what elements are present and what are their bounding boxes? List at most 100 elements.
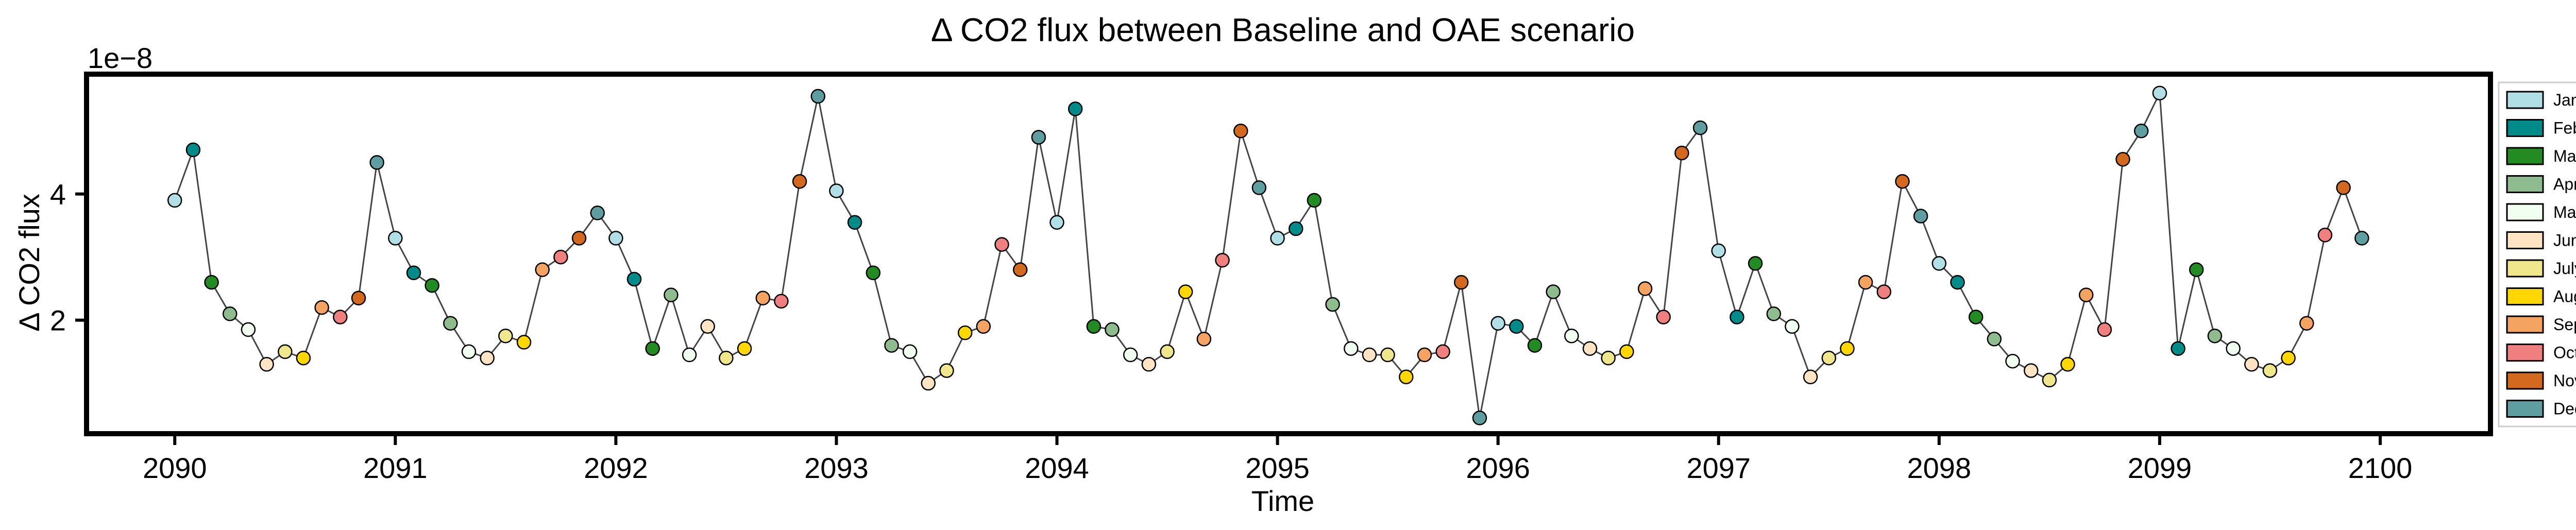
data-point (664, 287, 679, 302)
data-point (1950, 275, 1965, 290)
data-point (2078, 287, 2094, 302)
legend-label: Sept (2553, 315, 2576, 334)
data-point (241, 322, 256, 337)
legend-swatch (2506, 344, 2544, 362)
data-point (1656, 310, 1671, 324)
data-point (167, 193, 182, 208)
data-point (333, 310, 348, 324)
data-point (976, 319, 991, 334)
data-point (994, 237, 1009, 252)
data-point (2152, 86, 2167, 100)
data-point (1380, 347, 1395, 363)
data-point (1031, 130, 1046, 145)
data-point (1289, 221, 1303, 236)
data-point (1546, 284, 1561, 299)
legend-label: May (2553, 203, 2576, 221)
data-point (2042, 372, 2057, 388)
data-point (1858, 275, 1873, 290)
legend-label: Oct (2553, 344, 2576, 362)
data-point (1619, 344, 1634, 360)
data-point (1637, 281, 1653, 296)
data-point (1730, 310, 1744, 324)
data-point (1435, 344, 1450, 360)
data-point (185, 142, 201, 158)
data-point (774, 294, 789, 309)
data-point (902, 344, 918, 360)
x-tick-label: 2095 (1245, 452, 1310, 484)
data-point (425, 278, 439, 293)
data-point (1913, 209, 1928, 224)
data-point (1527, 338, 1543, 353)
legend-label: Aug (2553, 287, 2576, 306)
data-point (1362, 347, 1377, 363)
legend-label: July (2553, 259, 2576, 278)
legend: Jan Feb Mar Apr May June July Aug Sept Oct Nov Dec (2498, 81, 2576, 428)
data-point (1325, 297, 1340, 312)
data-point (682, 347, 697, 363)
data-point (829, 183, 844, 198)
data-point (351, 290, 366, 305)
legend-swatch (2506, 371, 2544, 390)
legend-label: Dec (2553, 400, 2576, 418)
data-point (1876, 284, 1892, 299)
data-point (1821, 350, 1837, 366)
data-point (1674, 145, 1689, 161)
data-point (369, 155, 384, 170)
data-point (1803, 369, 1818, 385)
data-point (2023, 363, 2039, 378)
data-point (1105, 322, 1120, 337)
data-point (2207, 328, 2223, 344)
data-point (866, 265, 881, 280)
data-point (1141, 357, 1157, 372)
data-point (847, 215, 862, 230)
data-point (222, 306, 238, 321)
data-point (571, 231, 587, 246)
data-point (645, 341, 660, 356)
data-point (1601, 350, 1616, 366)
data-point (2226, 341, 2241, 356)
legend-label: June (2553, 231, 2576, 250)
data-point (755, 290, 771, 305)
data-point (1123, 347, 1138, 363)
data-point (1931, 256, 1947, 271)
data-point (480, 350, 495, 366)
data-point (2244, 357, 2259, 372)
data-point (443, 316, 458, 331)
legend-swatch (2506, 287, 2544, 305)
data-point (1968, 310, 1984, 324)
data-point (1692, 120, 1708, 135)
x-tick-label: 2096 (1466, 452, 1530, 484)
data-point (1307, 193, 1322, 208)
data-point (1233, 123, 1248, 139)
legend-swatch (2506, 231, 2544, 249)
data-point (2060, 357, 2075, 372)
legend-swatch (2506, 203, 2544, 221)
legend-swatch (2506, 119, 2544, 137)
data-point (1215, 252, 1230, 268)
data-point (535, 262, 550, 277)
data-point (278, 344, 293, 360)
data-point (2005, 353, 2020, 369)
legend-label: Mar (2553, 147, 2576, 165)
data-point (608, 231, 623, 246)
data-point (553, 249, 568, 265)
data-point (2097, 322, 2112, 337)
legend-swatch (2506, 175, 2544, 193)
data-point (1344, 341, 1359, 356)
data-point (1840, 341, 1855, 356)
data-point (2336, 180, 2351, 195)
data-points-layer (167, 86, 2369, 425)
data-point (626, 271, 642, 287)
data-point (1399, 369, 1414, 385)
x-tick-label: 2098 (1907, 452, 1972, 484)
data-point (2262, 363, 2278, 378)
data-point (314, 300, 329, 315)
data-point (1490, 316, 1505, 331)
x-axis-label: Time (1251, 485, 1314, 517)
data-point (590, 206, 605, 220)
data-point (1582, 341, 1598, 356)
x-tick-label: 2099 (2128, 452, 2192, 484)
legend-swatch (2506, 259, 2544, 278)
data-point (461, 344, 477, 360)
data-point (1196, 332, 1212, 347)
